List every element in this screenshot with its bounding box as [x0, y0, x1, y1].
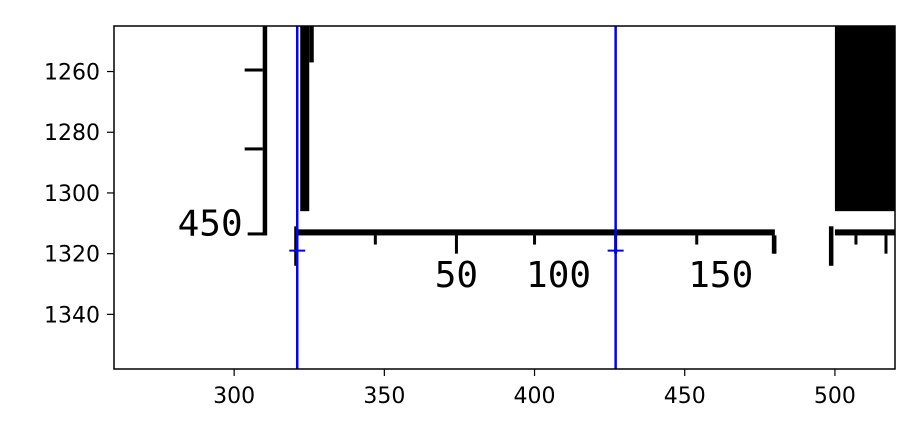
- image-left-tick-2: [244, 147, 263, 151]
- image-vertical-bar-top: [309, 26, 314, 63]
- image-text-0: 450: [178, 203, 243, 244]
- x-tick-label-400: 400: [514, 384, 556, 409]
- x-tick-label-450: 450: [664, 384, 706, 409]
- image-axis-minor-tick-2: [695, 235, 699, 245]
- image-axis-major-tick-2: [773, 235, 777, 254]
- y-tick-label-1260: 1260: [44, 61, 100, 86]
- image-text-1: 50: [435, 255, 478, 296]
- image-text-2: 100: [526, 255, 591, 296]
- y-tick-label-1280: 1280: [44, 121, 100, 146]
- image-content: 450 50 100 150: [178, 26, 895, 296]
- x-tick-label-300: 300: [213, 384, 255, 409]
- image-axis-minor-tick-1: [533, 235, 537, 245]
- image-left-bottom-tick: [247, 232, 265, 236]
- x-tick-label-500: 500: [814, 384, 856, 409]
- image-vertical-bar-left: [262, 26, 268, 236]
- image-horizontal-axis-main: [297, 229, 775, 236]
- y-tick-label-1300: 1300: [44, 182, 100, 207]
- y-tick-label-1320: 1320: [44, 243, 100, 268]
- x-axis: 300 350 400 450 500: [213, 369, 856, 409]
- image-text-3: 150: [688, 255, 753, 296]
- image-axis-minor-tick-0: [373, 235, 377, 245]
- y-axis: 1260 1280 1300 1320 1340: [44, 61, 114, 328]
- image-axis-start-right: [828, 226, 834, 266]
- y-tick-label-1340: 1340: [44, 303, 100, 328]
- image-left-tick-1: [244, 68, 263, 72]
- image-axis-end-left: [294, 226, 298, 266]
- image-horizontal-axis-right: [834, 229, 895, 236]
- image-axis-major-tick-0: [454, 235, 458, 254]
- image-axis-major-tick-3: [884, 235, 888, 254]
- marker-layer: [289, 26, 624, 369]
- image-vertical-bar-thick: [300, 26, 310, 212]
- image-block-right: [834, 26, 895, 212]
- x-tick-label-350: 350: [363, 384, 405, 409]
- image-axis-minor-tick-3: [854, 235, 858, 245]
- plot-frame: [113, 25, 896, 370]
